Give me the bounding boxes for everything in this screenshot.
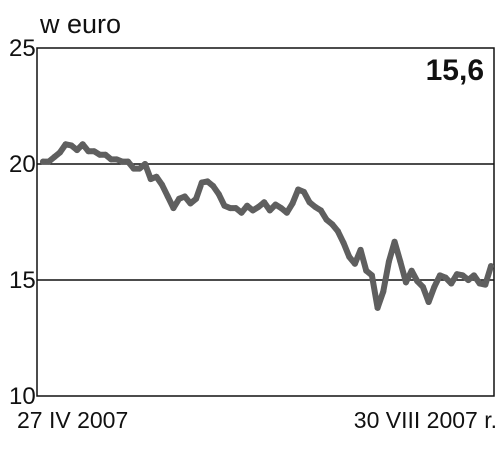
series-point [181, 193, 188, 200]
series-point [142, 161, 149, 167]
series-point [408, 267, 415, 274]
series-point [482, 281, 489, 288]
series-point [465, 277, 472, 283]
series-point [425, 299, 432, 306]
series-point [323, 216, 330, 223]
latest-value-label: 15,6 [426, 54, 484, 87]
series-point [249, 207, 256, 214]
series-point [380, 288, 387, 295]
series-point [329, 221, 336, 228]
series-point [198, 179, 205, 186]
series-point [51, 154, 58, 161]
series-point [153, 173, 160, 180]
y-tick-label-15: 15 [9, 267, 36, 294]
series-point [368, 272, 375, 279]
series-point [363, 267, 370, 274]
series-point [119, 158, 126, 165]
series-point [419, 283, 426, 290]
x-start-label: 27 IV 2007 [17, 407, 128, 433]
series-point [68, 142, 75, 149]
series-point [346, 253, 353, 260]
series-point [136, 165, 143, 172]
y-tick-label-25: 25 [9, 35, 36, 62]
series-point [272, 201, 279, 208]
series-point [436, 272, 443, 279]
series-point [113, 156, 120, 163]
series-point [289, 200, 296, 207]
series-point [391, 238, 398, 245]
series-point [79, 141, 86, 148]
series-point [45, 158, 52, 165]
series-point [312, 203, 319, 210]
series-point [397, 258, 404, 265]
series-point [96, 151, 103, 158]
unit-label: w euro [39, 9, 121, 39]
plot-frame [36, 47, 495, 397]
y-tick-label-10: 10 [9, 383, 36, 410]
series-point [306, 199, 313, 206]
series-point [102, 151, 109, 158]
series-point [74, 147, 81, 154]
y-axis-ticks: 10 15 20 25 [9, 35, 36, 410]
series-point [221, 202, 228, 209]
series-point [193, 195, 200, 202]
series-point [85, 148, 92, 155]
series-point [108, 156, 115, 163]
series-points [40, 141, 494, 311]
series-point [402, 279, 409, 286]
series-point [210, 183, 217, 190]
series-point [340, 239, 347, 246]
series-point [232, 205, 239, 212]
series-point [125, 158, 132, 165]
series-point [164, 193, 171, 200]
series-point [91, 148, 98, 155]
series-point [351, 260, 358, 267]
series-point [40, 158, 46, 165]
series-point [442, 274, 449, 281]
series-point [488, 263, 494, 270]
series-point [459, 272, 466, 279]
series-point [283, 209, 290, 216]
series-point [176, 195, 183, 202]
series-point [414, 278, 421, 285]
series-point [255, 203, 262, 210]
series-point [204, 178, 211, 185]
series-point [470, 272, 477, 279]
series-point [295, 186, 302, 193]
series-point [261, 199, 268, 206]
series-point [357, 246, 364, 253]
series-point [453, 271, 460, 278]
series-point [147, 176, 154, 183]
series-point [170, 205, 177, 212]
series-point [300, 188, 307, 195]
series-point [238, 209, 245, 216]
series-point [278, 205, 285, 212]
x-end-label: 30 VIII 2007 r. [354, 407, 497, 433]
series-point [317, 207, 324, 214]
series-point [266, 207, 273, 214]
series-point [244, 202, 251, 209]
series-point [62, 141, 69, 148]
y-tick-label-20: 20 [9, 151, 36, 178]
series-point [159, 181, 166, 188]
series-point [227, 205, 234, 212]
series-point [385, 258, 392, 265]
series-point [57, 149, 64, 156]
series-point [334, 228, 341, 235]
series-point [130, 165, 137, 172]
series-point [448, 280, 455, 287]
series-point [374, 304, 381, 311]
series-point [431, 283, 438, 290]
series-point [476, 280, 483, 287]
series-point [215, 191, 222, 198]
series-point [187, 200, 194, 207]
